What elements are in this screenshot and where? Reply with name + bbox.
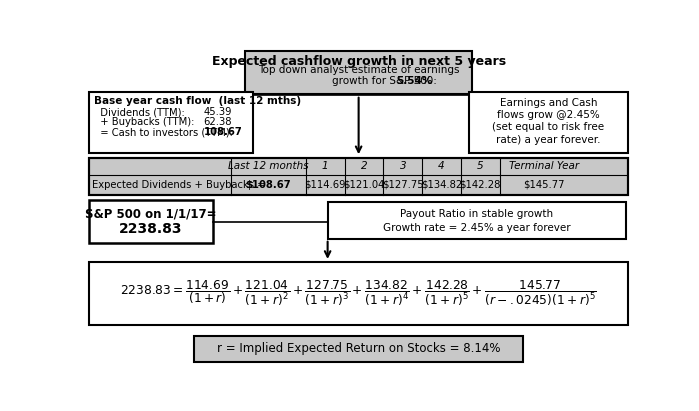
Text: $145.77: $145.77 xyxy=(524,180,565,190)
Text: rate) a year forever.: rate) a year forever. xyxy=(496,135,600,145)
Bar xyxy=(194,336,523,362)
Text: flows grow @2.45%: flows grow @2.45% xyxy=(497,110,600,120)
Text: Top down analyst estimate of earnings: Top down analyst estimate of earnings xyxy=(258,65,459,76)
Text: Expected Dividends + Buybacks =: Expected Dividends + Buybacks = xyxy=(92,180,266,190)
Bar xyxy=(328,202,626,239)
Text: Earnings and Cash: Earnings and Cash xyxy=(500,98,597,108)
Text: 108.67: 108.67 xyxy=(203,127,243,137)
Bar xyxy=(89,158,628,195)
Text: r = Implied Expected Return on Stocks = 8.14%: r = Implied Expected Return on Stocks = … xyxy=(217,342,500,356)
Text: Growth rate = 2.45% a year forever: Growth rate = 2.45% a year forever xyxy=(383,223,570,233)
Text: $2238.83 = \dfrac{114.69}{(1+r)} + \dfrac{121.04}{(1+r)^{2}} + \dfrac{127.75}{(1: $2238.83 = \dfrac{114.69}{(1+r)} + \dfra… xyxy=(120,279,597,308)
Text: Base year cash flow  (last 12 mths): Base year cash flow (last 12 mths) xyxy=(94,95,301,106)
Text: $134.82: $134.82 xyxy=(421,180,462,190)
Text: + Buybacks (TTM):: + Buybacks (TTM): xyxy=(94,117,194,127)
Text: Dividends (TTM):: Dividends (TTM): xyxy=(94,107,185,117)
Bar xyxy=(89,158,628,195)
Text: 2238.83: 2238.83 xyxy=(119,222,182,236)
Text: 5.54%: 5.54% xyxy=(396,76,433,85)
Text: $127.75: $127.75 xyxy=(382,180,424,190)
Text: $142.28: $142.28 xyxy=(460,180,501,190)
Text: S&P 500 on 1/1/17=: S&P 500 on 1/1/17= xyxy=(85,208,217,221)
Bar xyxy=(89,200,213,243)
Bar xyxy=(89,92,253,153)
Text: 45.39: 45.39 xyxy=(203,107,232,117)
Text: growth for S&P 500:: growth for S&P 500: xyxy=(331,76,440,85)
Text: $121.04: $121.04 xyxy=(343,180,384,190)
Text: $114.69: $114.69 xyxy=(305,180,346,190)
Text: Terminal Year: Terminal Year xyxy=(509,162,579,171)
Text: 5: 5 xyxy=(477,162,484,171)
Text: 4: 4 xyxy=(438,162,445,171)
Text: 2: 2 xyxy=(361,162,368,171)
Text: 1: 1 xyxy=(322,162,329,171)
Text: Last 12 months: Last 12 months xyxy=(228,162,309,171)
Text: (set equal to risk free: (set equal to risk free xyxy=(492,122,605,132)
Text: = Cash to investors (TTM):: = Cash to investors (TTM): xyxy=(94,127,236,137)
Bar xyxy=(245,51,472,94)
Text: 62.38: 62.38 xyxy=(203,117,232,127)
Text: 3: 3 xyxy=(400,162,406,171)
Text: $108.67: $108.67 xyxy=(245,180,291,190)
Text: Payout Ratio in stable growth: Payout Ratio in stable growth xyxy=(401,210,554,219)
Text: Expected cashflow growth in next 5 years: Expected cashflow growth in next 5 years xyxy=(212,55,505,68)
Bar xyxy=(89,262,628,325)
Bar xyxy=(470,92,628,153)
